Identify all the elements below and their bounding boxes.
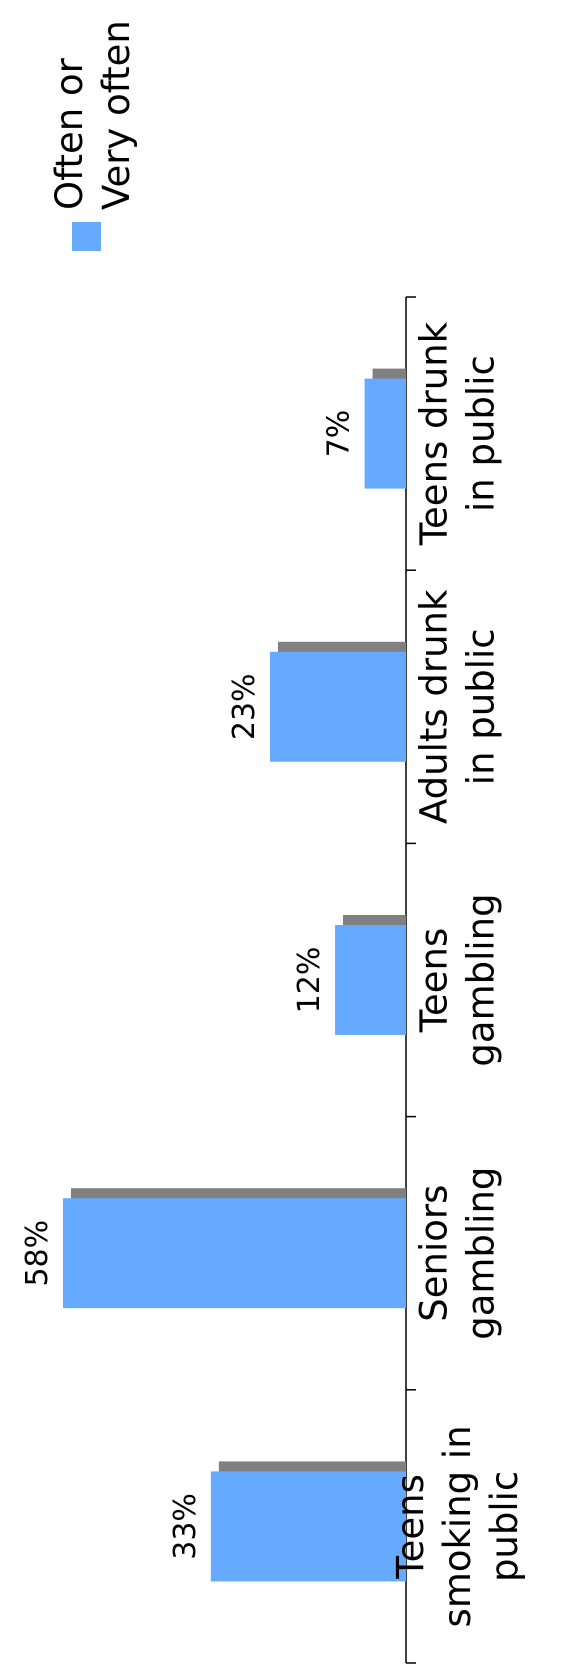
value-labels-group: 33% 58% 12% 23% 7% xyxy=(20,410,357,1560)
bar xyxy=(210,1471,406,1582)
category-label: Adults drunk in public xyxy=(413,589,503,824)
category-label: Teens gambling xyxy=(413,893,503,1066)
value-label: 7% xyxy=(322,410,357,458)
value-label: 12% xyxy=(292,947,327,1014)
category-label-line: in public xyxy=(460,628,503,785)
axis-ticks xyxy=(406,296,416,1664)
bar xyxy=(63,1198,406,1309)
bars-group xyxy=(63,368,406,1582)
bar xyxy=(269,651,406,762)
category-label: Seniors gambling xyxy=(413,1167,503,1340)
category-label-line: Adults drunk xyxy=(413,589,456,824)
bar xyxy=(364,378,406,489)
bar xyxy=(335,925,406,1035)
legend-label-line-1: Often or xyxy=(48,57,91,210)
legend: Often or Very often xyxy=(48,20,138,251)
category-label-line: Teens xyxy=(389,1474,432,1580)
legend-swatch xyxy=(72,222,101,251)
category-label-line: Seniors xyxy=(413,1185,456,1322)
value-label: 33% xyxy=(168,1493,203,1560)
legend-label-line-2: Very often xyxy=(95,20,138,210)
legend-label: Often or Very often xyxy=(48,20,138,210)
category-label-line: gambling xyxy=(460,1167,503,1340)
category-label-line: gambling xyxy=(460,893,503,1066)
category-label-line: public xyxy=(483,1471,526,1582)
category-label-line: Teens xyxy=(413,928,456,1034)
category-label-line: smoking in xyxy=(436,1425,479,1627)
category-label-line: in public xyxy=(460,355,503,512)
category-label: Teens smoking in public xyxy=(389,1425,526,1627)
value-label: 58% xyxy=(20,1220,55,1287)
value-label: 23% xyxy=(227,673,262,740)
category-label-line: Teens drunk xyxy=(413,321,456,546)
category-label: Teens drunk in public xyxy=(413,321,503,546)
